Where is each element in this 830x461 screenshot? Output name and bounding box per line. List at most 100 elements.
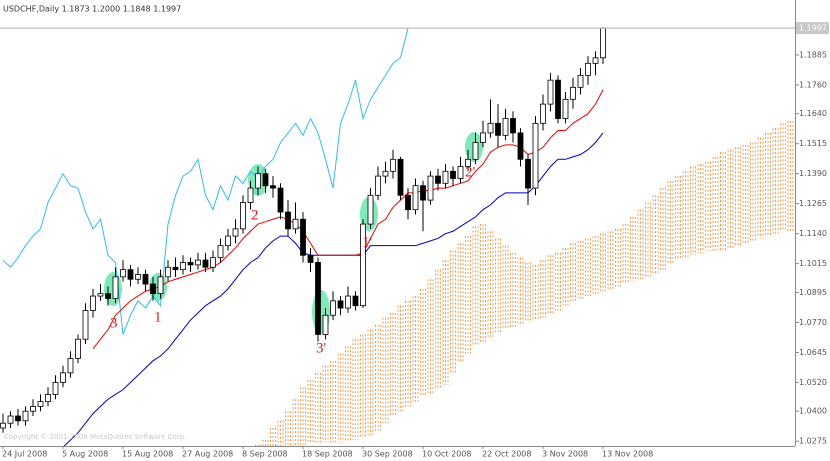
candle-body xyxy=(180,262,186,271)
candle-body xyxy=(135,274,141,280)
candle-body xyxy=(330,300,336,316)
x-tick-label: 13 Nov 2008 xyxy=(602,450,653,459)
candle-body xyxy=(562,98,569,119)
candle-body xyxy=(120,269,126,278)
candle-body xyxy=(67,358,74,374)
candle-body xyxy=(30,406,36,412)
current-price-box xyxy=(796,22,829,35)
candle-body xyxy=(517,132,524,160)
candle-body xyxy=(97,293,104,297)
x-tick-label: 30 Sep 2008 xyxy=(362,450,413,459)
candle-body xyxy=(22,410,29,422)
candle-body xyxy=(442,170,449,184)
candle-body xyxy=(427,175,434,201)
candle-body xyxy=(15,415,21,422)
candle-body xyxy=(337,300,344,309)
watermark: Copyright © 2001-2008 MetaQuotes Softwar… xyxy=(4,433,186,441)
candle-body xyxy=(60,372,66,383)
candle-body xyxy=(547,79,554,105)
candle-body xyxy=(105,293,111,299)
x-tick-label: 15 Aug 2008 xyxy=(122,450,173,459)
candle-body xyxy=(600,27,606,59)
candle-body xyxy=(465,158,471,167)
plot-area xyxy=(0,27,795,446)
x-tick-label: 27 Aug 2008 xyxy=(182,450,233,459)
candle-body xyxy=(525,158,531,189)
annotation: 2' xyxy=(465,164,476,180)
y-tick-label: 1.0770 xyxy=(799,318,827,327)
annotation: 3 xyxy=(110,315,118,331)
candle-body xyxy=(435,175,441,184)
candle-body xyxy=(390,158,396,172)
candle-body xyxy=(165,266,171,278)
candle-body xyxy=(195,259,201,266)
candle-body xyxy=(277,187,284,213)
x-tick-label: 22 Oct 2008 xyxy=(482,450,531,459)
candle-body xyxy=(52,382,59,395)
x-tick-label: 8 Sep 2008 xyxy=(242,450,288,459)
candle-body xyxy=(382,170,389,177)
candle-body xyxy=(472,142,479,160)
candle-body xyxy=(210,257,216,268)
candle-body xyxy=(502,118,509,136)
candle-body xyxy=(150,283,156,295)
chart-title: USDCHF,Daily 1.1873 1.2000 1.1848 1.1997 xyxy=(3,5,181,14)
candle-body xyxy=(487,122,494,134)
candle-body xyxy=(532,122,539,189)
candle-body xyxy=(360,223,366,307)
candle-body xyxy=(0,422,6,429)
x-tick-label: 3 Nov 2008 xyxy=(542,450,588,459)
candle-body xyxy=(300,218,306,256)
candle-body xyxy=(90,295,96,311)
candle-body xyxy=(270,185,276,189)
y-tick-label: 1.1885 xyxy=(799,50,827,59)
candle-body xyxy=(315,262,321,335)
x-tick-label: 24 Jul 2008 xyxy=(2,450,47,459)
candle-body xyxy=(540,103,546,124)
y-tick-label: 1.0520 xyxy=(799,378,827,387)
candle-body xyxy=(352,295,359,307)
y-tick-label: 1.1265 xyxy=(799,199,827,208)
candle-body xyxy=(570,86,576,100)
candle-body xyxy=(345,295,351,309)
candle-body xyxy=(217,245,224,259)
candle-body xyxy=(510,118,516,134)
y-tick-label: 1.1515 xyxy=(799,139,827,148)
candle-body xyxy=(142,274,149,285)
y-tick-label: 1.0645 xyxy=(799,348,827,357)
y-tick-label: 1.1015 xyxy=(799,259,827,268)
y-tick-label: 1.0400 xyxy=(799,407,827,416)
candle-body xyxy=(75,338,81,359)
candle-body xyxy=(412,185,419,211)
y-tick-label: 1.1640 xyxy=(799,109,827,118)
candle-body xyxy=(405,194,411,211)
indicator-line xyxy=(2,27,409,335)
x-tick-label: 5 Aug 2008 xyxy=(62,450,108,459)
candle-body xyxy=(592,57,599,64)
candle-body xyxy=(255,173,261,189)
candle-body xyxy=(285,211,291,230)
candle-body xyxy=(397,158,404,196)
candle-body xyxy=(420,185,426,201)
candle-body xyxy=(555,79,561,119)
candle-body xyxy=(292,218,299,230)
candle-body xyxy=(225,235,231,247)
candle-body xyxy=(157,276,164,295)
candle-body xyxy=(37,401,44,407)
candle-body xyxy=(307,254,314,263)
candle-body xyxy=(82,310,89,340)
y-tick-label: 1.1140 xyxy=(799,229,827,238)
candle-body xyxy=(322,314,329,335)
candle-body xyxy=(172,266,179,271)
candle-body xyxy=(45,394,51,403)
candle-body xyxy=(247,187,254,203)
candle-body xyxy=(262,173,269,187)
candle-body xyxy=(495,122,501,136)
x-tick-label: 18 Sep 2008 xyxy=(302,450,353,459)
candle-body xyxy=(457,166,464,179)
candle-body xyxy=(367,194,374,225)
candle-body xyxy=(187,262,194,266)
y-tick-label: 1.1760 xyxy=(799,80,827,89)
candle-body xyxy=(232,228,239,237)
